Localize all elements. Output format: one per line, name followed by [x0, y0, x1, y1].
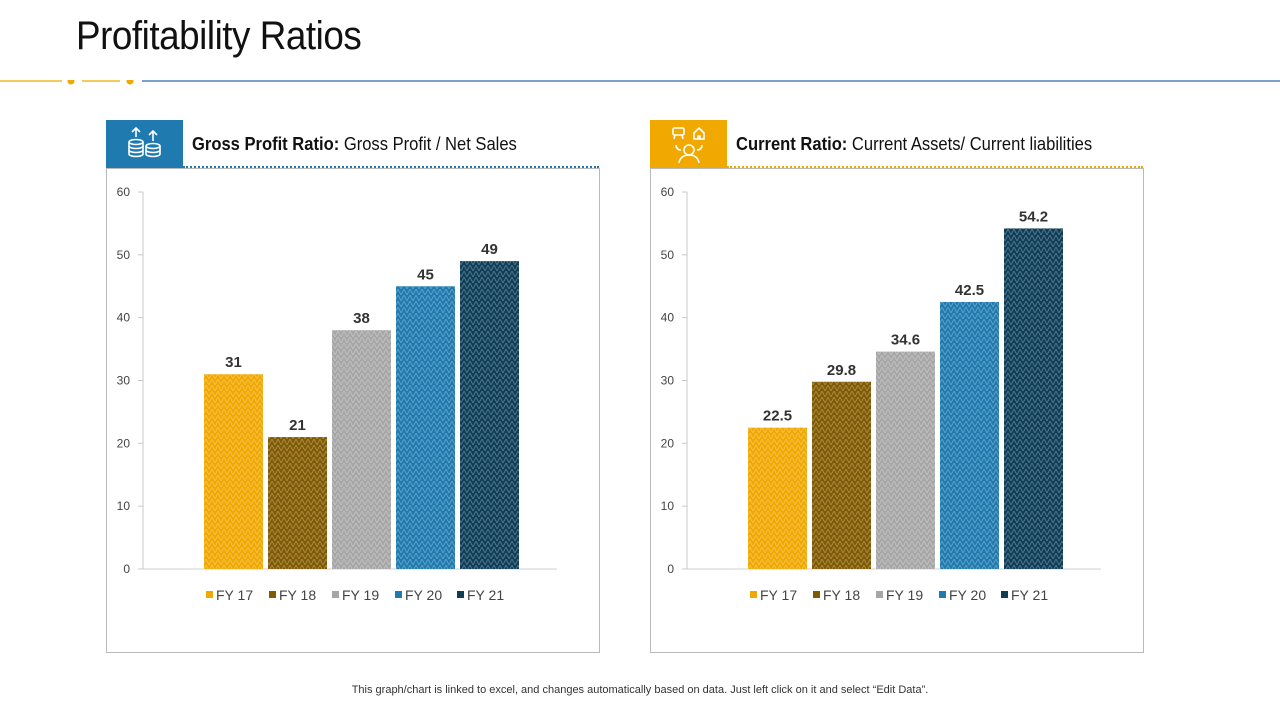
data-label: 34.6	[891, 332, 920, 349]
current-ratio-header: Current Ratio: Current Assets/ Current l…	[650, 120, 1143, 168]
legend-swatch	[269, 591, 276, 598]
person-with-assets-icon	[650, 120, 727, 168]
legend-swatch	[813, 591, 820, 598]
title-divider	[0, 80, 1280, 85]
y-tick-label: 20	[117, 436, 131, 450]
y-tick-label: 40	[661, 311, 675, 325]
current-ratio-chart-svg: 0 10 20 30 40 50 60 22.5 29.8 34.6 42.5 54.2 FY 17 FY…	[661, 185, 1101, 603]
divider-dot	[67, 80, 75, 85]
y-tick-label: 10	[117, 499, 131, 513]
bar-fy-19[interactable]	[876, 351, 935, 569]
bar-fy-19[interactable]	[332, 330, 391, 569]
y-tick-label: 20	[661, 436, 675, 450]
legend-label: FY 19	[886, 587, 923, 603]
gross-profit-header: Gross Profit Ratio: Gross Profit / Net S…	[106, 120, 599, 168]
y-tick-label: 30	[661, 374, 675, 388]
heading-underline	[727, 166, 1143, 168]
legend-swatch	[332, 591, 339, 598]
legend-label: FY 20	[949, 587, 986, 603]
data-label: 45	[417, 266, 434, 283]
y-tick-label: 50	[661, 248, 675, 262]
data-label: 21	[289, 417, 306, 434]
legend-label: FY 18	[823, 587, 860, 603]
footnote: This graph/chart is linked to excel, and…	[351, 684, 929, 696]
divider-dot	[126, 80, 134, 85]
legend-swatch	[750, 591, 757, 598]
y-tick-label: 10	[661, 499, 675, 513]
y-tick-label: 0	[667, 562, 674, 576]
bar-fy-18[interactable]	[268, 437, 327, 569]
heading-underline	[183, 166, 599, 168]
legend-swatch	[457, 591, 464, 598]
data-label: 31	[225, 354, 242, 371]
data-label: 38	[353, 310, 370, 327]
bar-fy-17[interactable]	[204, 374, 263, 569]
bar-fy-17[interactable]	[748, 427, 807, 569]
legend-label: FY 19	[342, 587, 379, 603]
coins-stack-icon	[106, 120, 183, 168]
y-tick-label: 60	[117, 185, 131, 199]
bar-fy-20[interactable]	[940, 301, 999, 569]
legend-label: FY 21	[467, 587, 504, 603]
legend-label: FY 18	[279, 587, 316, 603]
y-tick-label: 60	[661, 185, 675, 199]
bar-fy-18[interactable]	[812, 381, 871, 569]
legend-swatch	[939, 591, 946, 598]
y-tick-label: 30	[117, 374, 131, 388]
legend-swatch	[206, 591, 213, 598]
y-tick-label: 50	[117, 248, 131, 262]
data-label: 49	[481, 241, 498, 258]
legend-swatch	[876, 591, 883, 598]
data-label: 29.8	[827, 362, 856, 379]
legend-swatch	[395, 591, 402, 598]
gross-profit-heading: Gross Profit Ratio: Gross Profit / Net S…	[192, 134, 517, 154]
legend-label: FY 17	[760, 587, 797, 603]
y-tick-label: 0	[123, 562, 130, 576]
bar-fy-21[interactable]	[1004, 228, 1063, 569]
gross-profit-chart-svg: 0 10 20 30 40 50 60 31 21 38 45 49 FY 17 FY 18 FY 19 FY…	[117, 185, 557, 603]
legend-swatch	[1001, 591, 1008, 598]
data-label: 42.5	[955, 282, 984, 299]
page-title: Profitability Ratios	[76, 14, 362, 58]
current-ratio-heading: Current Ratio: Current Assets/ Current l…	[736, 134, 1093, 154]
current-ratio-chart: 0 10 20 30 40 50 60 22.5 29.8 34.6 42.5 54.2 FY 17 FY…	[650, 168, 1144, 653]
y-tick-label: 40	[117, 311, 131, 325]
legend-label: FY 21	[1011, 587, 1048, 603]
data-label: 22.5	[763, 408, 792, 425]
legend-label: FY 20	[405, 587, 442, 603]
gross-profit-chart: 0 10 20 30 40 50 60 31 21 38 45 49 FY 17 FY 18 FY 19 FY…	[106, 168, 600, 653]
data-label: 54.2	[1019, 208, 1048, 225]
bar-fy-20[interactable]	[396, 286, 455, 569]
legend-label: FY 17	[216, 587, 253, 603]
bar-fy-21[interactable]	[460, 261, 519, 569]
